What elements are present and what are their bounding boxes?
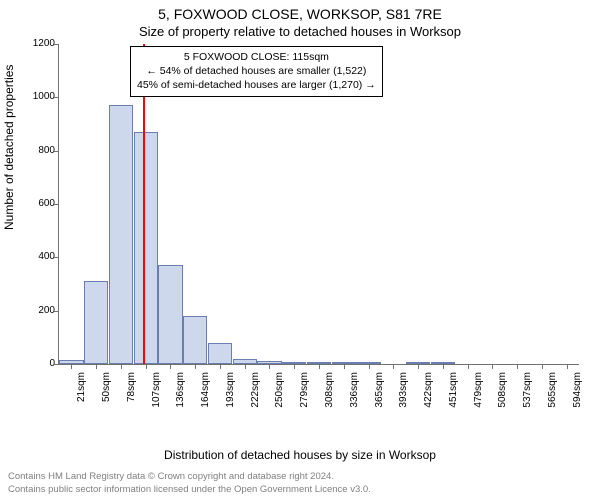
x-tick-label: 164sqm [200,372,211,422]
x-tick-mark [344,364,345,369]
x-tick-mark [170,364,171,369]
x-tick-label: 222sqm [250,372,261,422]
x-tick-mark [146,364,147,369]
x-tick-label: 537sqm [522,372,533,422]
x-tick-label: 50sqm [101,372,112,422]
annotation-box: 5 FOXWOOD CLOSE: 115sqm← 54% of detached… [130,46,383,97]
x-tick-label: 136sqm [175,372,186,422]
x-tick-mark [245,364,246,369]
x-tick-label: 594sqm [572,372,583,422]
x-tick-label: 193sqm [225,372,236,422]
x-tick-label: 107sqm [151,372,162,422]
x-axis-label: Distribution of detached houses by size … [0,448,600,462]
x-tick-mark [369,364,370,369]
y-tick-mark [54,151,59,152]
y-tick-label: 1000 [19,91,55,102]
x-tick-mark [319,364,320,369]
histogram-bar [84,281,108,364]
x-tick-label: 21sqm [76,372,87,422]
y-tick-mark [54,311,59,312]
y-tick-label: 600 [19,198,55,209]
y-tick-mark [54,204,59,205]
y-axis-label: Number of detached properties [2,65,16,230]
x-tick-mark [269,364,270,369]
x-tick-mark [195,364,196,369]
histogram-bar [208,343,232,364]
x-tick-mark [71,364,72,369]
x-tick-label: 393sqm [398,372,409,422]
page-title: 5, FOXWOOD CLOSE, WORKSOP, S81 7RE [0,6,600,22]
x-tick-label: 365sqm [374,372,385,422]
annotation-line3: 45% of semi-detached houses are larger (… [137,78,376,92]
x-tick-mark [443,364,444,369]
x-tick-mark [517,364,518,369]
x-tick-label: 336sqm [349,372,360,422]
y-tick-mark [54,44,59,45]
footer-line1: Contains HM Land Registry data © Crown c… [8,471,371,483]
x-tick-label: 279sqm [299,372,310,422]
x-tick-label: 422sqm [423,372,434,422]
histogram-bar [134,132,158,364]
annotation-line1: 5 FOXWOOD CLOSE: 115sqm [137,50,376,64]
annotation-line2: ← 54% of detached houses are smaller (1,… [137,64,376,78]
x-tick-label: 451sqm [448,372,459,422]
y-tick-label: 0 [19,358,55,369]
x-tick-mark [492,364,493,369]
x-tick-label: 508sqm [497,372,508,422]
x-tick-label: 479sqm [473,372,484,422]
footer-attribution: Contains HM Land Registry data © Crown c… [8,471,371,496]
x-tick-label: 250sqm [274,372,285,422]
x-tick-mark [418,364,419,369]
x-tick-label: 308sqm [324,372,335,422]
y-tick-label: 800 [19,145,55,156]
histogram-bar [109,105,133,364]
x-tick-mark [468,364,469,369]
x-tick-mark [121,364,122,369]
histogram-bar [158,265,182,364]
y-tick-mark [54,364,59,365]
chart-subtitle: Size of property relative to detached ho… [0,24,600,39]
y-tick-mark [54,257,59,258]
x-tick-mark [220,364,221,369]
x-tick-mark [96,364,97,369]
histogram-bar [183,316,207,364]
x-tick-label: 565sqm [547,372,558,422]
x-tick-mark [393,364,394,369]
x-tick-mark [542,364,543,369]
x-tick-mark [567,364,568,369]
y-tick-label: 200 [19,305,55,316]
x-tick-label: 78sqm [126,372,137,422]
x-tick-mark [294,364,295,369]
footer-line2: Contains public sector information licen… [8,484,371,496]
y-tick-mark [54,97,59,98]
y-tick-label: 1200 [19,38,55,49]
y-tick-label: 400 [19,251,55,262]
